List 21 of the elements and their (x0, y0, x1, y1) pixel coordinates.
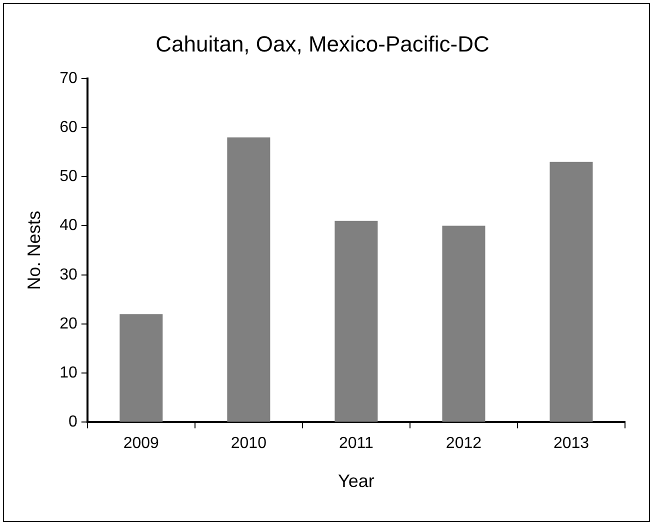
bar (442, 226, 486, 422)
y-axis-title: No. Nests (24, 210, 44, 290)
bar (550, 162, 593, 422)
bar (227, 137, 270, 422)
y-tick-label: 20 (60, 315, 78, 332)
x-tick-label: 2012 (446, 435, 482, 452)
y-tick-label: 60 (60, 118, 78, 136)
chart-title: Cahuitan, Oax, Mexico-Pacific-DC (156, 31, 490, 56)
x-tick-label: 2013 (553, 435, 590, 452)
bar (120, 314, 163, 422)
x-axis-title: Year (338, 471, 374, 492)
x-tick-label: 2010 (230, 435, 267, 452)
y-tick-label: 0 (68, 414, 78, 431)
y-tick-label: 40 (60, 217, 78, 234)
y-tick-label: 30 (60, 266, 78, 284)
y-tick-label: 10 (60, 364, 78, 382)
y-tick-label: 50 (60, 168, 78, 186)
x-tick-label: 2011 (338, 435, 374, 452)
bar (334, 220, 378, 422)
y-tick-label: 70 (60, 70, 78, 87)
x-tick-label: 2009 (123, 435, 160, 452)
